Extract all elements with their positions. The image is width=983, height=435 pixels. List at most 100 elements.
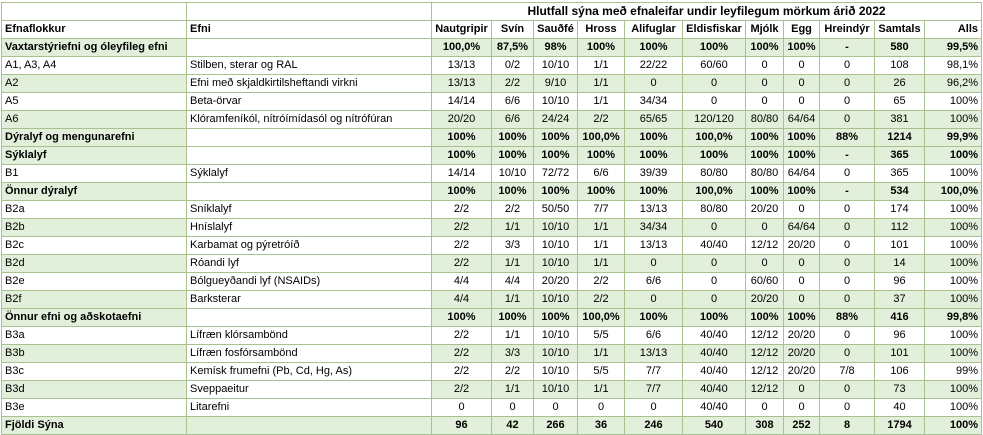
value-cell: 0 — [819, 92, 875, 111]
value-cell: 2/2 — [431, 326, 492, 345]
value-cell: 20/20 — [783, 236, 820, 255]
category-cell: A5 — [1, 92, 187, 111]
value-cell: 0 — [783, 380, 820, 399]
value-cell: 39/39 — [624, 164, 683, 183]
value-cell: 0 — [491, 398, 534, 417]
value-cell: 0 — [819, 272, 875, 291]
category-cell: Önnur dýralyf — [1, 182, 187, 201]
value-cell: 3/3 — [491, 344, 534, 363]
value-cell: 100% — [923, 254, 983, 273]
col-header-alifuglar: Alifuglar — [624, 20, 683, 39]
value-cell: 96 — [431, 416, 492, 435]
table-row: A2 Efni með skjaldkirtilsheftandi virkni 1… — [1, 74, 983, 93]
col-header-egg: Egg — [783, 20, 820, 39]
table-row: B2a Sníklalyf 2/2 2/2 50/50 7/7 13/13 80/80 20/2… — [1, 200, 983, 219]
value-cell: 20/20 — [745, 200, 784, 219]
value-cell: 120/120 — [682, 110, 746, 129]
value-cell: 40/40 — [682, 398, 746, 417]
category-cell: Sýklalyf — [1, 146, 187, 165]
value-cell: 14/14 — [431, 164, 492, 183]
value-cell: 100% — [745, 146, 784, 165]
value-cell: 12/12 — [745, 344, 784, 363]
value-cell: 50/50 — [533, 200, 578, 219]
value-cell: 10/10 — [533, 344, 578, 363]
value-cell: 20/20 — [431, 110, 492, 129]
value-cell: 72/72 — [533, 164, 578, 183]
value-cell: 100% — [577, 182, 625, 201]
substance-cell — [186, 146, 432, 165]
category-cell: B3e — [1, 398, 187, 417]
value-cell: 106 — [874, 362, 925, 381]
value-cell: 381 — [874, 110, 925, 129]
value-cell: 20/20 — [783, 326, 820, 345]
value-cell: 73 — [874, 380, 925, 399]
value-cell: 40/40 — [682, 236, 746, 255]
value-cell: 12/12 — [745, 236, 784, 255]
table-row: A1, A3, A4 Stilben, sterar og RAL 13/13 0/2… — [1, 56, 983, 75]
category-cell: Vaxtarstýriefni og óleyfileg efni — [1, 38, 187, 57]
value-cell: 534 — [874, 182, 925, 201]
value-cell: 0 — [682, 92, 746, 111]
category-cell: B2d — [1, 254, 187, 273]
value-cell: 100% — [923, 416, 983, 435]
value-cell: 4/4 — [431, 272, 492, 291]
value-cell: 40/40 — [682, 326, 746, 345]
value-cell: 0 — [819, 218, 875, 237]
value-cell: 2/2 — [431, 254, 492, 273]
value-cell: 10/10 — [533, 362, 578, 381]
category-cell: A6 — [1, 110, 187, 129]
category-cell: B2c — [1, 236, 187, 255]
value-cell: 100% — [783, 146, 820, 165]
header-row: Efnaflokkur Efni Nautgripir Svín Sauðfé … — [1, 20, 983, 39]
substance-cell: Hníslalyf — [186, 218, 432, 237]
value-cell: 365 — [874, 146, 925, 165]
substance-cell — [186, 128, 432, 147]
value-cell: 99,9% — [923, 128, 983, 147]
value-cell: 0 — [819, 290, 875, 309]
value-cell: 100% — [923, 110, 983, 129]
value-cell: 101 — [874, 344, 925, 363]
value-cell: 100% — [923, 290, 983, 309]
value-cell: 24/24 — [533, 110, 578, 129]
table-title: Hlutfall sýna með efnaleifar undir leyfi… — [430, 2, 983, 21]
value-cell: 4/4 — [491, 272, 534, 291]
value-cell: 10/10 — [533, 236, 578, 255]
value-cell: 0 — [745, 56, 784, 75]
value-cell: 100% — [923, 272, 983, 291]
value-cell: 65/65 — [624, 110, 683, 129]
value-cell: 100,0% — [577, 308, 625, 327]
value-cell: 266 — [533, 416, 578, 435]
table-row: B3c Kemísk frumefni (Pb, Cd, Hg, As) 2/2 2/… — [1, 362, 983, 381]
value-cell: 0 — [624, 398, 683, 417]
value-cell: 20/20 — [783, 362, 820, 381]
group-row: Dýralyf og mengunarefni 100% 100% 100% 100,0… — [1, 128, 983, 147]
value-cell: 87,5% — [491, 38, 534, 57]
value-cell: 0 — [819, 344, 875, 363]
value-cell: 100,0% — [923, 182, 983, 201]
value-cell: 10/10 — [491, 164, 534, 183]
value-cell: 12/12 — [745, 380, 784, 399]
value-cell: 0 — [682, 74, 746, 93]
col-header-alls: Alls — [923, 20, 983, 39]
value-cell: 1/1 — [577, 236, 625, 255]
value-cell: 100% — [923, 146, 983, 165]
value-cell: 0 — [819, 254, 875, 273]
substance-cell: Lífræn fosfórsambönd — [186, 344, 432, 363]
value-cell: 100,0% — [577, 128, 625, 147]
value-cell: 9/10 — [533, 74, 578, 93]
category-cell: B1 — [1, 164, 187, 183]
category-cell: B2e — [1, 272, 187, 291]
category-cell: B2b — [1, 218, 187, 237]
value-cell: 10/10 — [533, 254, 578, 273]
value-cell: 10/10 — [533, 92, 578, 111]
value-cell: 65 — [874, 92, 925, 111]
value-cell: 96 — [874, 326, 925, 345]
value-cell: 100% — [682, 38, 746, 57]
value-cell: 1/1 — [577, 92, 625, 111]
value-cell: 10/10 — [533, 290, 578, 309]
value-cell: 0 — [783, 398, 820, 417]
value-cell: 0 — [819, 326, 875, 345]
value-cell: 0 — [745, 218, 784, 237]
value-cell: 100% — [745, 182, 784, 201]
value-cell: 0 — [783, 200, 820, 219]
